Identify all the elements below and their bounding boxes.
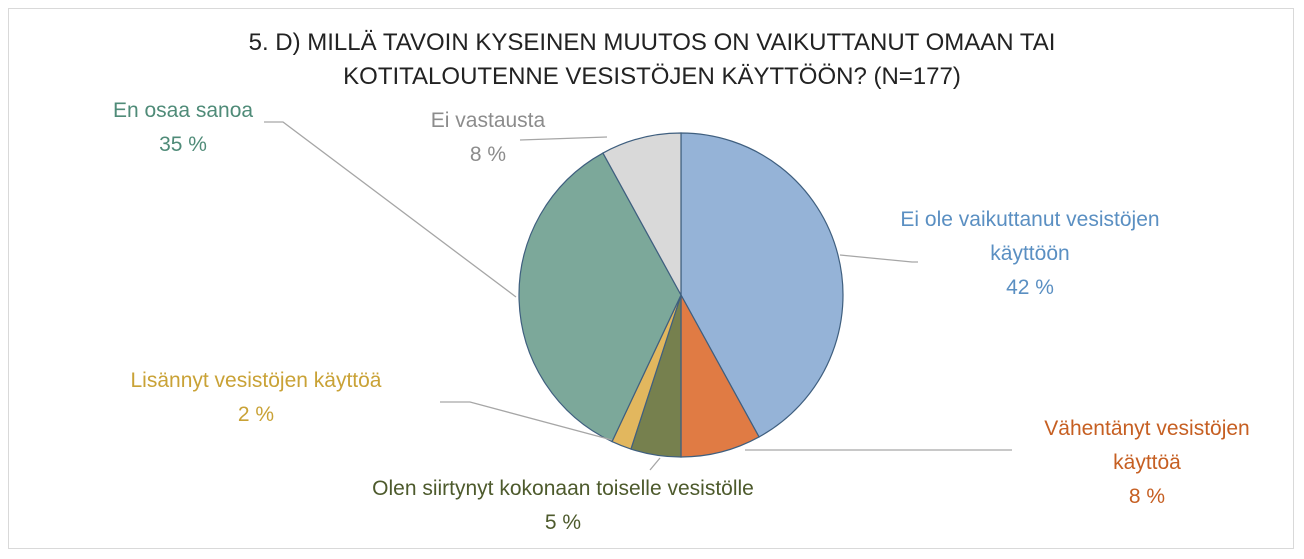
category-label: Ei vastausta (430, 109, 546, 132)
value-label: 8 % (469, 143, 507, 166)
category-label: Lisännyt vesistöjen käyttöä (130, 369, 382, 392)
leader-line (839, 254, 918, 263)
value-label: 8 % (1128, 485, 1166, 508)
data-label: Vähentänyt vesistöjen käyttöä 8 % (1012, 412, 1282, 514)
data-label: Ei ole vaikuttanut vesistöjen käyttöön 42… (900, 203, 1160, 305)
category-label: Ei ole vaikuttanut vesistöjen käyttöön (900, 208, 1160, 265)
chart-title: 5. D) MILLÄ TAVOIN KYSEINEN MUUTOS ON VA… (248, 29, 1056, 90)
pie-slice (518, 152, 682, 443)
data-label: Olen siirtynyt kokonaan toiselle vesistö… (293, 472, 833, 540)
data-label: En osaa sanoa 35 % (83, 94, 283, 162)
leader-line (440, 401, 613, 441)
category-label: Olen siirtynyt kokonaan toiselle vesistö… (372, 477, 754, 500)
pie-slice (680, 132, 844, 438)
category-label: Vähentänyt vesistöjen käyttöä (1044, 417, 1250, 474)
data-label: Ei vastausta 8 % (388, 104, 588, 172)
leader-line (264, 121, 517, 298)
value-label: 42 % (1006, 276, 1054, 299)
leader-line (649, 457, 661, 471)
pie-slice (602, 132, 682, 296)
chart-frame (8, 8, 1294, 549)
value-label: 2 % (237, 403, 275, 426)
data-label: Lisännyt vesistöjen käyttöä 2 % (106, 364, 406, 432)
value-label: 5 % (544, 511, 582, 534)
category-label: En osaa sanoa (112, 99, 254, 122)
leader-line (519, 136, 608, 141)
value-label: 35 % (159, 133, 207, 156)
